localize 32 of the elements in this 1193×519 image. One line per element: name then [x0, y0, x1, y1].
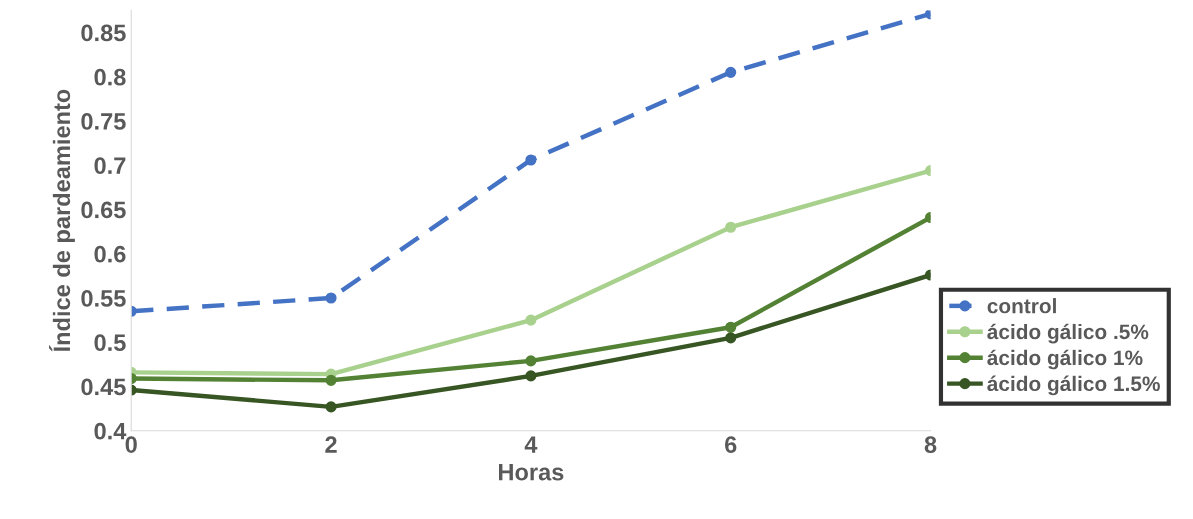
- point: [325, 292, 337, 304]
- point: [525, 154, 537, 166]
- y-axis-title: Índice de pardeamiento: [49, 89, 75, 352]
- point: [725, 332, 737, 344]
- y-tick-label: 0.5: [94, 334, 126, 352]
- x-axis-title: Horas: [499, 464, 564, 481]
- point: [325, 374, 337, 386]
- point: [525, 314, 537, 326]
- y-tick-label: 0.8: [94, 68, 126, 86]
- point: [725, 66, 737, 78]
- legend-label: ácido gálico 1%: [987, 349, 1143, 370]
- y-tick-label: 0.85: [81, 24, 126, 42]
- y-tick-label: 0.6: [94, 245, 126, 263]
- legend-label: ácido gálico .5%: [987, 323, 1149, 344]
- y-tick-label: 0.65: [81, 201, 126, 219]
- point: [725, 221, 737, 233]
- x-tick-label: 2: [325, 436, 337, 453]
- y-tick-label: 0.45: [81, 378, 126, 396]
- x-tick-label: 6: [725, 436, 737, 453]
- point: [725, 321, 737, 333]
- legend-label: control: [987, 298, 1056, 314]
- legend-label: ácido gálico 1.5%: [987, 375, 1160, 396]
- x-tick-label: 0: [125, 436, 137, 453]
- x-tick-label: 8: [924, 436, 937, 453]
- y-tick-label: 0.4: [94, 422, 127, 440]
- point: [325, 401, 337, 413]
- y-tick-label: 0.75: [81, 113, 126, 130]
- y-tick-label: 0.7: [94, 157, 126, 175]
- x-tick-label: 4: [524, 436, 538, 453]
- y-tick-label: 0.55: [81, 290, 126, 307]
- point: [525, 355, 537, 367]
- point: [525, 370, 537, 382]
